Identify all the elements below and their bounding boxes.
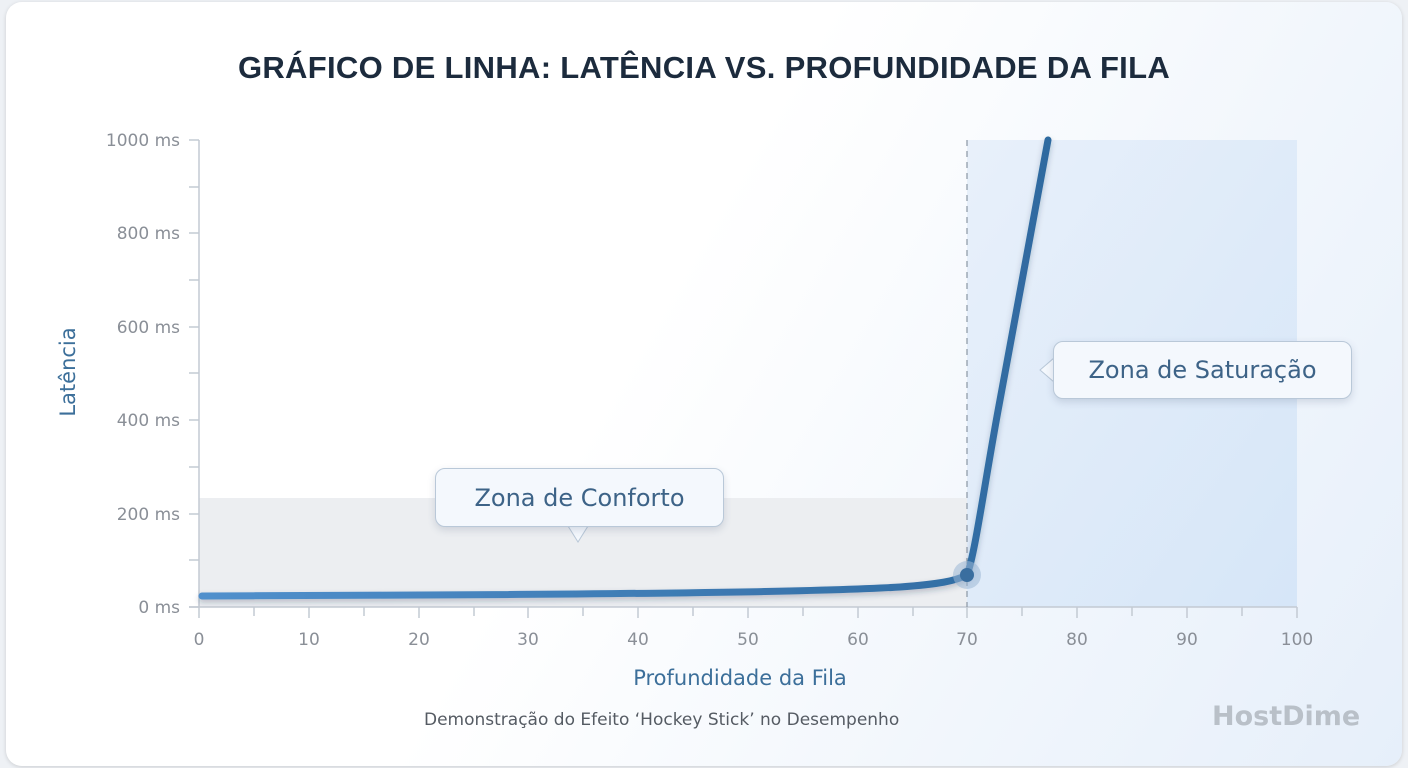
brand-logo: HostDime <box>1212 701 1361 732</box>
comfort-zone-callout: Zona de Conforto <box>435 468 724 527</box>
y-tick-label: 200 ms <box>117 505 180 525</box>
x-tick-label: 20 <box>408 630 430 650</box>
chart-subtitle: Demonstração do Efeito ‘Hockey Stick’ no… <box>424 710 900 730</box>
x-tick-label: 50 <box>737 630 759 650</box>
knee-marker <box>960 568 974 582</box>
y-axis <box>189 139 200 608</box>
latency-line <box>198 136 1052 600</box>
x-tick-label: 0 <box>194 630 205 650</box>
saturation-zone-callout: Zona de Saturação <box>1053 341 1352 399</box>
x-axis <box>189 606 1298 618</box>
x-tick-label: 10 <box>298 630 320 650</box>
x-tick-label: 60 <box>847 630 869 650</box>
chart-title: GRÁFICO DE LINHA: LATÊNCIA VS. PROFUNDID… <box>237 50 1171 85</box>
y-tick-label: 400 ms <box>117 411 180 431</box>
x-tick-label: 100 <box>1281 630 1313 650</box>
y-tick-label: 800 ms <box>117 224 180 244</box>
x-axis-title: Profundidade da Fila <box>633 666 847 690</box>
y-tick-label: 600 ms <box>117 318 180 338</box>
y-tick-label: 1000 ms <box>106 131 180 151</box>
x-tick-label: 70 <box>956 630 978 650</box>
x-tick-label: 40 <box>627 630 649 650</box>
x-tick-label: 30 <box>517 630 539 650</box>
y-axis-title: Latência <box>56 327 80 416</box>
x-tick-label: 80 <box>1066 630 1088 650</box>
x-tick-label: 90 <box>1176 630 1198 650</box>
y-tick-label: 0 ms <box>138 598 180 618</box>
